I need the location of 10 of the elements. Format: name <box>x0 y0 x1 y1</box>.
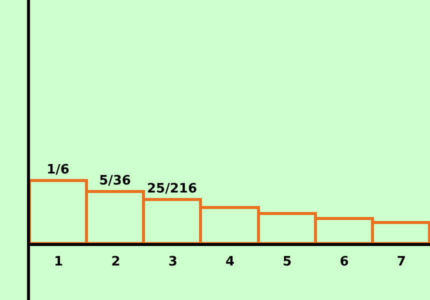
data-label: 5/36 <box>99 174 131 188</box>
x-tick-label: 6 <box>340 254 349 270</box>
x-tick-label: 3 <box>168 254 178 270</box>
data-label: 1/6 <box>46 162 70 178</box>
x-tick-label: 7 <box>396 254 406 270</box>
x-tick-label: 5 <box>282 254 292 270</box>
x-tick-label: 4 <box>225 254 235 270</box>
data-label: 25/216 <box>147 182 197 196</box>
x-tick-label: 2 <box>111 254 120 270</box>
x-tick-label: 1 <box>54 254 64 270</box>
